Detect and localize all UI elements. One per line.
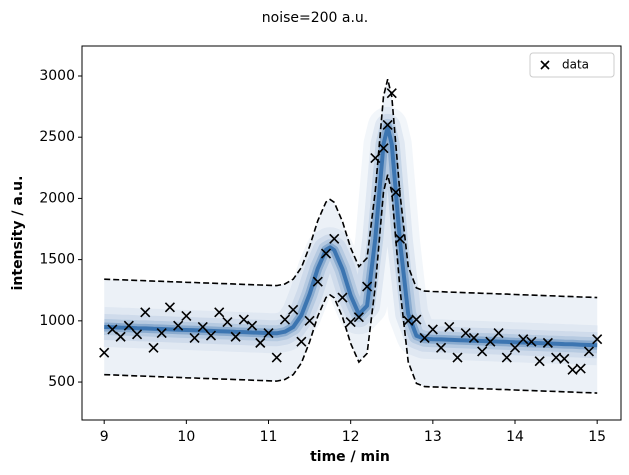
data-point	[411, 314, 422, 325]
data-point	[345, 316, 356, 328]
x-tick-label: 12	[342, 429, 360, 445]
legend-box	[529, 52, 615, 78]
data-point	[559, 353, 570, 364]
data-point	[271, 352, 282, 363]
data-point	[518, 334, 529, 345]
data-point	[288, 304, 299, 315]
y-tick-label: 3000	[39, 68, 75, 84]
band-area	[104, 79, 598, 394]
data-point	[435, 342, 447, 353]
data-point	[460, 328, 471, 339]
bound-line	[104, 79, 598, 299]
data-point	[370, 152, 381, 164]
y-axis-label: intensity / a.u.	[10, 176, 26, 291]
bound-line	[104, 174, 598, 394]
y-tick-label: 1000	[39, 313, 75, 329]
plot-area	[92, 79, 609, 394]
data-point	[312, 276, 323, 287]
data-point	[353, 312, 364, 323]
x-axis-label: time / min	[310, 449, 390, 465]
data-point	[99, 347, 110, 358]
data-point	[493, 328, 504, 339]
data-point	[214, 307, 225, 318]
data-point	[390, 187, 401, 198]
chart-title: noise=200 a.u.	[262, 10, 369, 26]
data-point	[378, 143, 389, 154]
x-tick-label: 9	[100, 429, 109, 445]
data-point	[362, 281, 373, 292]
data-point	[123, 320, 134, 331]
data-point	[575, 363, 586, 374]
data-point	[247, 320, 258, 331]
data-point	[386, 88, 397, 99]
data-point	[107, 324, 118, 335]
data-point	[238, 314, 249, 325]
data-point	[468, 332, 479, 344]
legend-label: data	[562, 58, 589, 72]
data-point	[189, 332, 200, 344]
data-point	[477, 346, 488, 357]
data-point	[337, 292, 348, 303]
data-point	[222, 316, 233, 328]
y-tick-label: 2000	[39, 190, 75, 206]
data-point	[173, 320, 184, 331]
data-point	[197, 321, 208, 333]
data-point	[115, 331, 126, 342]
data-point	[419, 332, 430, 344]
data-point	[148, 342, 159, 353]
data-point	[485, 336, 496, 347]
data-point	[501, 352, 512, 363]
x-tick-label: 15	[588, 429, 606, 445]
data-point	[181, 310, 192, 322]
data-point	[526, 336, 537, 347]
legend-marker	[540, 60, 550, 70]
x-tick-label: 11	[260, 429, 278, 445]
data-point	[263, 328, 274, 339]
data-point	[583, 346, 595, 357]
y-tick-label: 500	[48, 374, 75, 390]
data-point	[140, 307, 151, 318]
data-point	[592, 334, 603, 345]
data-point	[320, 248, 332, 259]
data-point	[509, 342, 521, 353]
data-point	[427, 324, 438, 335]
data-point	[205, 330, 217, 341]
data-point	[394, 233, 406, 244]
data-point	[131, 329, 143, 340]
data-point	[164, 302, 175, 313]
data-point	[444, 321, 455, 333]
data-point	[156, 328, 167, 339]
x-tick-label: 13	[424, 429, 442, 445]
data-point	[304, 315, 315, 326]
data-point	[452, 352, 463, 363]
data-point	[382, 119, 393, 131]
data-point	[534, 356, 545, 367]
y-tick-label: 2500	[39, 129, 75, 145]
data-point	[230, 331, 241, 342]
data-point	[279, 314, 291, 325]
x-tick-label: 10	[177, 429, 195, 445]
data-point	[403, 315, 414, 326]
x-tick-label: 14	[506, 429, 524, 445]
data-point	[296, 336, 307, 347]
data-point	[551, 352, 562, 363]
axes-frame	[81, 45, 622, 421]
band-density	[104, 124, 598, 348]
y-tick-label: 1500	[39, 252, 75, 268]
data-point	[329, 233, 340, 244]
data-point	[542, 337, 553, 348]
data-point	[255, 337, 266, 348]
data-point	[567, 364, 578, 375]
